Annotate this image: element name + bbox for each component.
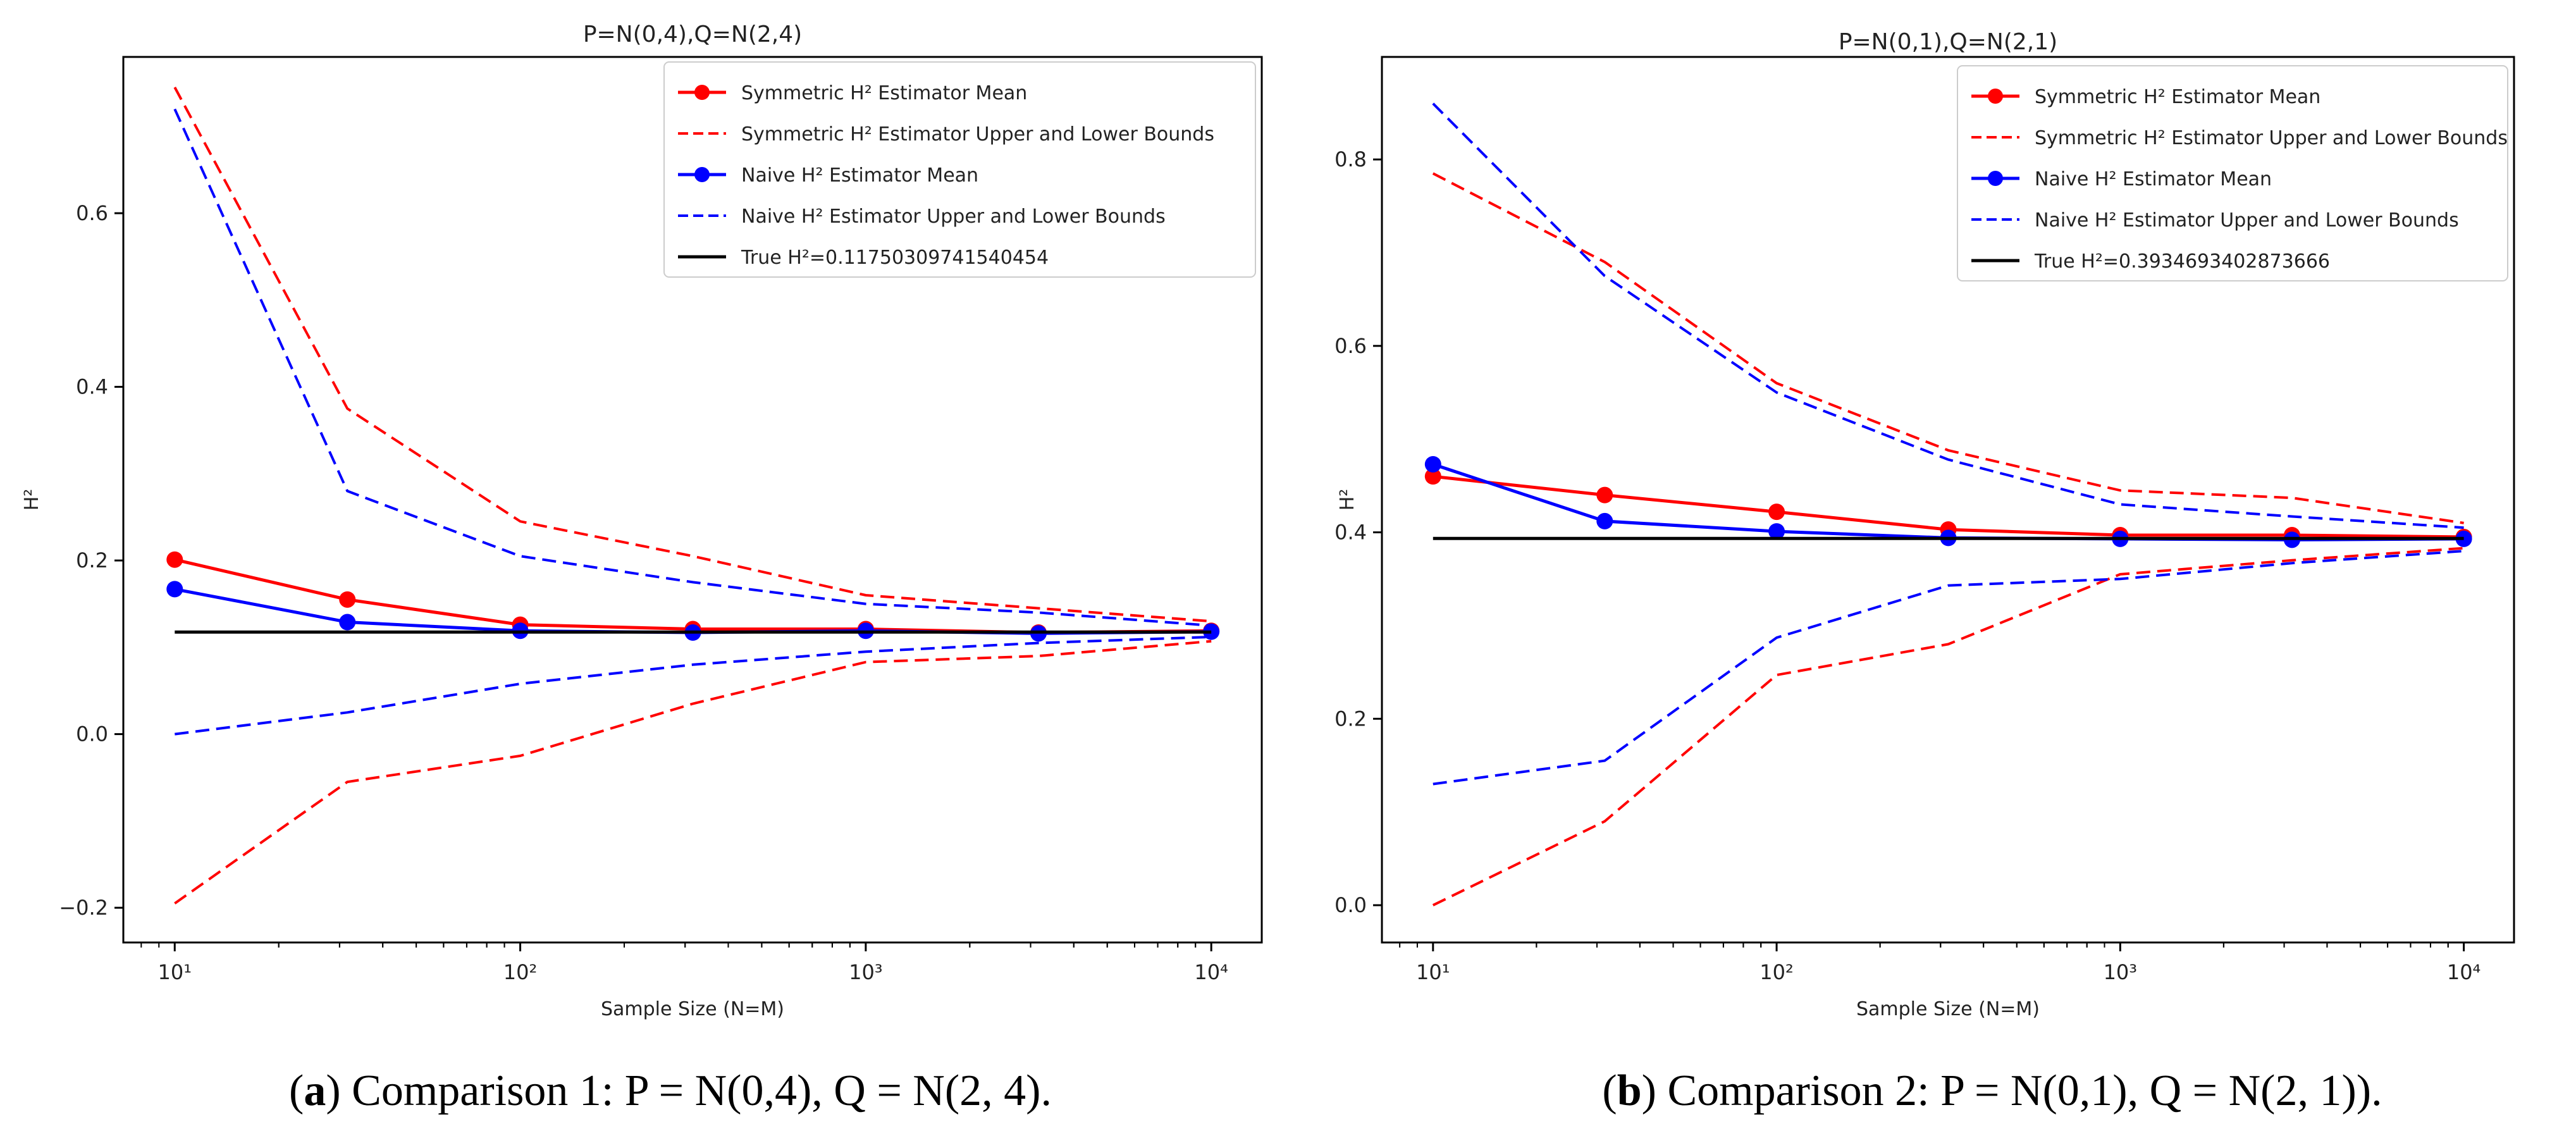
y-axis-label: H²	[21, 489, 43, 511]
series-line-naive-5	[175, 635, 1212, 736]
chart-title: P=N(0,1),Q=N(2,1)	[1839, 29, 2057, 55]
y-tick-label: 0.8	[1334, 147, 1367, 171]
caption-a: (a) Comparison 1: P = N(0,4), Q = N(2, 4…	[289, 1066, 1052, 1115]
x-tick-label: 10²	[503, 960, 538, 984]
legend-marker	[1988, 171, 2003, 186]
series-line-naive-4	[1432, 102, 2464, 529]
caption-b: (b) Comparison 2: P = N(0,1), Q = N(2, 1…	[1602, 1066, 2382, 1115]
legend-entry-label: Naive H² Estimator Upper and Lower Bound…	[741, 206, 1166, 228]
plot-frame	[122, 56, 1263, 944]
chart-panel-b: P=N(0,1),Q=N(2,1) Sample Size (N=M) H² 10¹ 1…	[1334, 29, 2515, 1020]
data-point-naive	[1424, 456, 1441, 473]
series-line-symmetric-1	[173, 87, 1212, 623]
legend-entry-label: Symmetric H² Estimator Mean	[741, 82, 1027, 104]
x-tick-label: 10⁴	[2447, 960, 2481, 984]
y-tick-label: 0.2	[76, 548, 108, 572]
chart-title: P=N(0,4),Q=N(2,4)	[583, 22, 802, 47]
caption-a-letter: a	[304, 1066, 326, 1115]
x-tick-label: 10³	[849, 960, 883, 984]
caption-b-text: Comparison 2: P = N(0,1), Q = N(2, 1)).	[1656, 1066, 2382, 1115]
y-tick-label: −0.2	[59, 896, 108, 920]
data-point-naive	[166, 581, 183, 598]
data-point-naive	[339, 614, 356, 631]
x-tick-label: 10⁴	[1194, 960, 1228, 984]
legend-entry-label: Symmetric H² Estimator Upper and Lower B…	[741, 123, 1214, 145]
x-tick-label: 10²	[1759, 960, 1794, 984]
caption-b-letter: b	[1617, 1066, 1642, 1115]
y-tick-label: 0.4	[76, 375, 108, 399]
x-axis-label: Sample Size (N=M)	[601, 998, 784, 1020]
legend-marker	[1988, 89, 2003, 104]
caption-a-text: Comparison 1: P = N(0,4), Q = N(2, 4).	[341, 1066, 1052, 1115]
legend-entry-label: Naive H² Estimator Mean	[741, 164, 978, 187]
legend-entry-label: Symmetric H² Estimator Mean	[2035, 86, 2320, 108]
series-line-symmetric-1	[1432, 172, 2464, 524]
y-tick-label: 0.2	[1334, 707, 1367, 731]
y-tick-label: 0.6	[76, 201, 108, 225]
y-tick-label: 0.4	[1334, 521, 1367, 545]
data-point-symmetric	[166, 551, 183, 568]
y-tick-label: 0.6	[1334, 334, 1367, 358]
data-point-symmetric	[1596, 486, 1613, 504]
plot-frame	[1381, 56, 2515, 944]
data-point-symmetric	[1424, 468, 1441, 485]
legend-entry-label: True H²=0.3934693402873666	[2034, 250, 2330, 273]
x-tick-label: 10¹	[157, 960, 192, 984]
x-tick-label: 10¹	[1416, 960, 1450, 984]
data-point-naive	[1768, 523, 1785, 540]
data-point-naive	[1596, 512, 1613, 529]
legend-entry-label: Naive H² Estimator Upper and Lower Bound…	[2035, 209, 2459, 232]
legend-entry-label: Naive H² Estimator Mean	[2035, 168, 2272, 190]
y-tick-label: 0.0	[1334, 893, 1367, 917]
chart-panel-a: P=N(0,4),Q=N(2,4) Sample Size (N=M) H² 10¹ 1…	[21, 22, 1263, 1020]
y-tick-label: 0.0	[76, 722, 108, 746]
legend-entry-label: True H²=0.11750309741540454	[741, 247, 1049, 269]
legend-box	[663, 61, 1256, 278]
y-axis-label: H²	[1336, 489, 1359, 511]
x-axis-label: Sample Size (N=M)	[1856, 998, 2040, 1020]
series-line-symmetric-2	[174, 639, 1212, 905]
series-line-symmetric-2	[1432, 547, 2464, 906]
legend-marker	[694, 167, 710, 182]
legend-entry-label: Symmetric H² Estimator Upper and Lower B…	[2035, 127, 2508, 149]
legend-marker	[694, 85, 710, 100]
data-point-symmetric	[1768, 504, 1785, 521]
data-point-naive	[2455, 530, 2472, 547]
series-line-naive-4	[173, 108, 1212, 627]
series-line-naive-5	[1433, 550, 2464, 786]
legend-box	[1957, 65, 2508, 281]
x-tick-label: 10³	[2104, 960, 2138, 984]
data-point-symmetric	[339, 591, 356, 608]
